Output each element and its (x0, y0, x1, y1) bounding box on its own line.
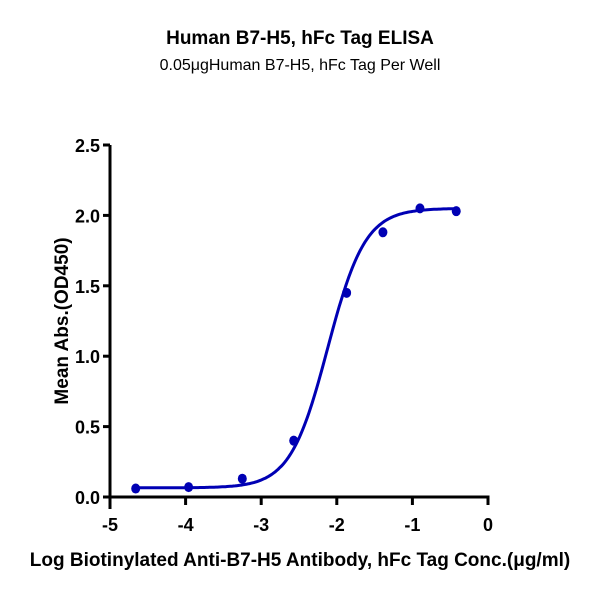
data-points (131, 203, 461, 494)
chart-title: Human B7-H5, hFc Tag ELISA (166, 28, 434, 49)
x-tick-label: -2 (329, 515, 345, 535)
data-point (237, 473, 247, 484)
x-tick-label: -5 (102, 515, 118, 535)
data-point (342, 287, 352, 298)
axes: 0.0 0.5 1.0 1.5 2.0 2.5 -5 -4 -3 -2 -1 0 (75, 136, 493, 535)
data-point (289, 435, 299, 446)
data-point (184, 482, 194, 493)
y-axis-label: Mean Abs.(OD450) (52, 237, 73, 404)
y-tick-label: 2.5 (75, 136, 100, 156)
data-point (378, 227, 388, 238)
x-tick-label: -3 (253, 515, 269, 535)
data-point (131, 483, 141, 494)
x-tick-label: -1 (404, 515, 420, 535)
chart-subtitle: 0.05μgHuman B7-H5, hFc Tag Per Well (159, 57, 441, 74)
y-tick-label: 1.5 (75, 277, 100, 297)
fit-curve (135, 207, 457, 490)
y-tick-label: 0.0 (75, 488, 100, 508)
y-tick-label: 2.0 (75, 206, 100, 226)
data-point (451, 206, 461, 217)
x-axis-label: Log Biotinylated Anti-B7-H5 Antibody, hF… (29, 550, 571, 571)
y-tick-label: 0.5 (75, 418, 100, 438)
x-tick-label: -4 (178, 515, 194, 535)
data-point (415, 203, 425, 214)
x-tick-label: 0 (483, 515, 493, 535)
y-tick-label: 1.0 (75, 347, 100, 367)
